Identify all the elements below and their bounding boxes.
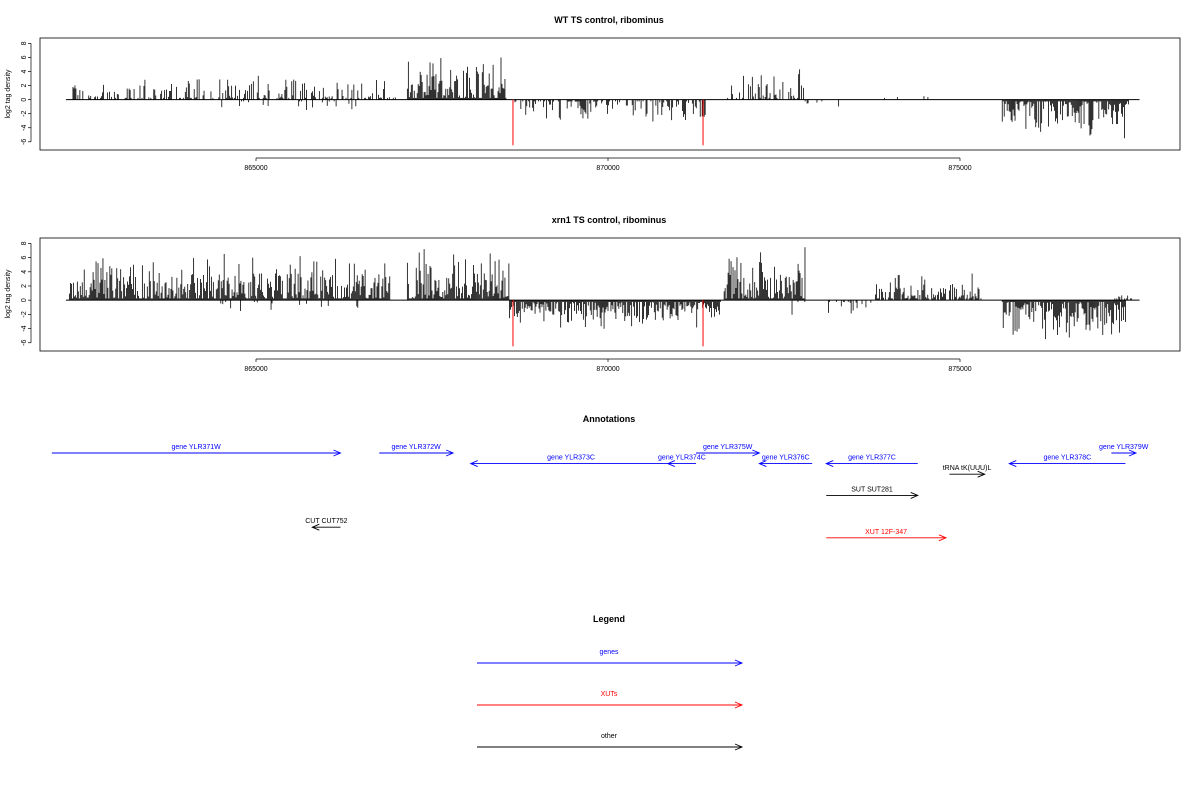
wt-y-tick-label: 8 [21, 41, 28, 45]
annotation-label: gene YLR372W [392, 444, 442, 451]
wt-y-tick-label: 4 [21, 69, 28, 73]
wt-x-tick-label: 865000 [244, 165, 267, 172]
xrn1-x-tick-label: 865000 [244, 366, 267, 373]
xrn1-x-tick-label: 875000 [948, 366, 971, 373]
xrn1-y-tick-label: 2 [21, 284, 28, 288]
xrn1-y-tick-label: 0 [21, 298, 28, 302]
annotation-features: gene YLR371W gene YLR372W gene YLR373C gene… [51, 444, 1149, 542]
annotation-feature-arrowhead [311, 523, 320, 531]
wt-y-tick-label: -4 [21, 125, 28, 131]
legend-other-arrowhead [734, 743, 744, 751]
wt-y-tick-label: 0 [21, 98, 28, 102]
annotation-feature-arrowhead [666, 460, 676, 468]
annotation-feature-arrowhead [977, 470, 986, 478]
annotation-label: SUT SUT281 [851, 486, 893, 493]
annotation-label: gene YLR371W [172, 444, 222, 451]
wt-density-panel: WT TS control, ribominus -6 -4 -2 0 2 4 6 8 log… [5, 15, 1181, 172]
xrn1-y-tick-label: 8 [21, 241, 28, 245]
annotation-feature-arrowhead [938, 534, 948, 542]
annotation-label: tRNA tK(UUU)L [943, 465, 992, 472]
annotation-label: gene YLR377C [848, 455, 896, 462]
annotation-feature-arrowhead [445, 449, 455, 457]
xrn1-x-tick-label: 870000 [596, 366, 619, 373]
annotation-feature-arrowhead [752, 449, 761, 457]
xrn1-y-tick-label: -6 [21, 340, 28, 346]
annotation-label: gene YLR373C [547, 455, 595, 462]
annotation-label: XUT 12F-347 [865, 529, 907, 536]
annotation-label: gene YLR374C [658, 455, 706, 462]
xrn1-y-tick-label: 4 [21, 270, 28, 274]
legend-label-gene: genes [599, 649, 619, 656]
annotation-label: gene YLR376C [762, 455, 810, 462]
wt-density-bars [65, 57, 1140, 146]
xrn1-x-axis: 865000 870000 875000 [244, 358, 972, 373]
xrn1-y-tick-label: 6 [21, 256, 28, 260]
annotation-label: CUT CUT752 [305, 518, 347, 525]
xrn1-y-axis: -6 -4 -2 0 2 4 6 8 [21, 241, 32, 346]
legend-label-xut: XUTs [601, 691, 618, 698]
wt-y-axis-label: log2 tag density [5, 69, 12, 119]
wt-x-axis: 865000 870000 875000 [244, 157, 972, 172]
xrn1-y-tick-label: -4 [21, 325, 28, 331]
annotation-feature-arrowhead [1008, 460, 1017, 468]
xrn1-density-bars [65, 247, 1140, 347]
annotation-label: gene YLR379W [1099, 444, 1149, 451]
legend-xut-arrowhead [734, 701, 744, 709]
legend-entries: genes XUTs other [477, 649, 744, 751]
wt-panel-title: WT TS control, ribominus [554, 15, 664, 25]
legend-label-other: other [601, 733, 618, 740]
legend-gene-arrowhead [734, 659, 744, 667]
wt-y-tick-label: -6 [21, 139, 28, 145]
wt-y-tick-label: 6 [21, 55, 28, 59]
xrn1-panel-title: xrn1 TS control, ribominus [552, 215, 667, 225]
wt-y-tick-label: -2 [21, 110, 28, 116]
xrn1-density-panel: xrn1 TS control, ribominus -6 -4 -2 0 2 4 6 8 l… [5, 215, 1181, 373]
wt-plot-frame [39, 37, 1181, 151]
legend-panel: Legend genes XUTs other [477, 614, 744, 751]
annotation-feature-arrowhead [469, 460, 478, 468]
annotation-feature-arrowhead [758, 460, 767, 468]
wt-x-tick-label: 870000 [596, 165, 619, 172]
wt-x-tick-label: 875000 [948, 165, 971, 172]
legend-title: Legend [593, 614, 625, 624]
annotation-feature-arrowhead [825, 460, 834, 468]
annotation-label: gene YLR375W [703, 444, 753, 451]
wt-y-axis: -6 -4 -2 0 2 4 6 8 [21, 41, 32, 145]
wt-y-tick-label: 2 [21, 84, 28, 88]
annotations-panel: Annotations gene YLR371W gene YLR372Wgene… [51, 414, 1149, 542]
xrn1-y-tick-label: -2 [21, 311, 28, 317]
annotation-feature-arrowhead [910, 491, 919, 499]
annotation-feature-arrowhead [333, 449, 342, 457]
annotation-label: gene YLR378C [1043, 455, 1091, 462]
annotation-feature-arrowhead [1128, 449, 1138, 457]
xrn1-plot-frame [39, 237, 1181, 352]
xrn1-y-axis-label: log2 tag density [5, 269, 12, 319]
annotations-title: Annotations [583, 414, 636, 424]
